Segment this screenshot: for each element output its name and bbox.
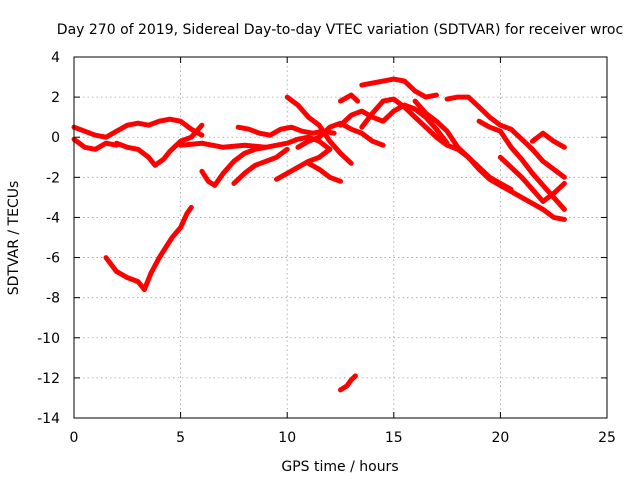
y-axis-label: SDTVAR / TECUs xyxy=(6,181,22,296)
x-tick-label: 20 xyxy=(491,430,509,446)
series-trace-17 xyxy=(359,76,439,100)
x-tick-label: 25 xyxy=(598,430,616,446)
series-trace-9 xyxy=(274,146,333,182)
chart-title: Day 270 of 2019, Sidereal Day-to-day VTE… xyxy=(57,22,623,38)
series-trace-22 xyxy=(529,130,567,150)
series-trace-19 xyxy=(444,94,567,180)
series-trace-8 xyxy=(235,124,337,138)
series-trace-6 xyxy=(199,144,269,188)
series-trace-10 xyxy=(284,94,354,166)
x-tick-label: 5 xyxy=(176,430,185,446)
series-trace-18 xyxy=(412,98,567,222)
y-tick-label: -2 xyxy=(46,170,60,186)
y-tick-labels: 4 2 0 -2 -4 -6 -8 -10 -12 -14 xyxy=(37,50,60,427)
plot-frame xyxy=(73,56,608,419)
y-tick-label: 4 xyxy=(51,50,60,66)
y-tick-label: -10 xyxy=(37,331,60,347)
x-axis-label: GPS time / hours xyxy=(281,459,398,475)
grid xyxy=(74,57,607,418)
y-tick-label: -14 xyxy=(37,411,60,427)
y-tick-label: -12 xyxy=(37,371,60,387)
x-tick-label: 15 xyxy=(385,430,403,446)
series-trace-15 xyxy=(338,92,361,104)
x-tick-label: 0 xyxy=(70,430,79,446)
y-tick-label: -8 xyxy=(46,291,60,307)
series-trace-14 xyxy=(338,102,450,146)
series-trace-3 xyxy=(114,122,205,168)
x-tick-label: 10 xyxy=(278,430,296,446)
series-trace-2 xyxy=(71,136,120,152)
series-trace-13 xyxy=(338,373,358,393)
series-trace-7 xyxy=(231,146,290,186)
series-trace-4 xyxy=(103,204,194,293)
series-trace-1 xyxy=(71,116,205,140)
series-trace-21 xyxy=(497,154,567,204)
y-tick-label: 2 xyxy=(51,90,60,106)
series-trace-12 xyxy=(306,160,343,184)
y-tick-label: -4 xyxy=(46,210,60,226)
x-tick-labels: 0 5 10 15 20 25 xyxy=(70,430,616,446)
y-tick-label: -6 xyxy=(46,251,60,267)
y-tick-label: 0 xyxy=(51,130,60,146)
series-layer xyxy=(71,76,567,393)
